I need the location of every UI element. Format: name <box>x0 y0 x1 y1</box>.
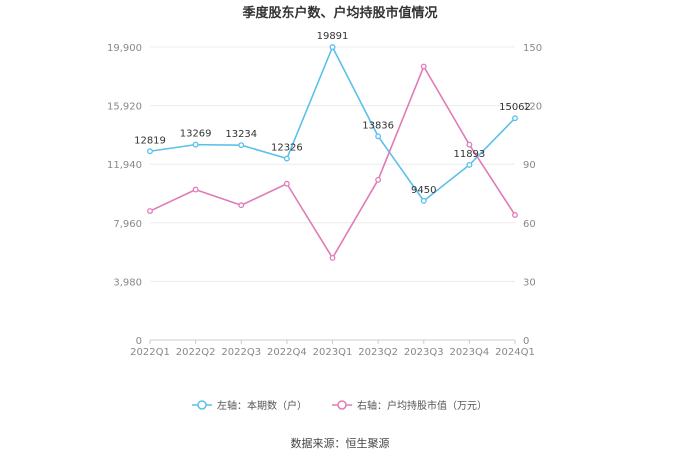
data-label: 9450 <box>411 185 436 196</box>
data-label: 12326 <box>271 143 303 154</box>
data-point <box>283 155 290 162</box>
source-note: 数据来源：恒生聚源 <box>291 436 390 450</box>
data-point <box>420 63 427 70</box>
data-point <box>238 142 245 149</box>
left-tick-label: 19,900 <box>107 43 142 54</box>
right-tick-label: 120 <box>523 102 542 113</box>
x-tick-label: 2023Q4 <box>450 347 490 358</box>
right-tick-label: 30 <box>523 277 536 288</box>
x-tick-label: 2023Q1 <box>313 347 353 358</box>
right-tick-label: 0 <box>523 336 529 347</box>
data-point <box>147 208 153 215</box>
data-point <box>512 212 518 218</box>
data-point <box>192 141 199 148</box>
data-label: 13269 <box>180 129 212 140</box>
x-tick-label: 2022Q4 <box>267 347 307 358</box>
right-tick-label: 90 <box>523 160 536 171</box>
chart-title: 季度股东户数、户均持股市值情况 <box>241 5 437 21</box>
right-tick-label: 60 <box>523 219 536 230</box>
x-tick-label: 2022Q1 <box>130 347 170 358</box>
data-point <box>420 197 427 204</box>
data-point <box>512 115 518 122</box>
data-label: 15062 <box>499 102 531 113</box>
axes: 0 0 3,980 30 7,960 60 11,940 90 15,920 120 19,900 1… <box>107 43 542 358</box>
x-tick-label: 2022Q3 <box>221 347 261 358</box>
data-point <box>375 133 382 140</box>
left-tick-label: 3,980 <box>113 277 142 288</box>
data-point <box>375 176 382 183</box>
data-point <box>238 202 245 209</box>
left-tick-label: 11,940 <box>107 160 142 171</box>
legend-label-1: 左轴：本期数（户） <box>217 399 307 412</box>
legend-marker-1 <box>197 400 207 410</box>
data-label: 13836 <box>362 120 394 131</box>
data-point <box>283 180 290 187</box>
legend-marker-2 <box>337 400 347 410</box>
data-point <box>329 255 336 261</box>
left-tick-label: 0 <box>136 336 142 347</box>
data-label: 11893 <box>453 149 485 160</box>
series <box>147 44 518 261</box>
data-labels: 12819 13269 13234 12326 19891 13836 9450 11893 1… <box>134 31 531 196</box>
legend: 左轴：本期数（户） 右轴：户均持股市值（万元） <box>192 399 487 412</box>
data-point <box>466 141 473 148</box>
x-tick-label: 2023Q3 <box>404 347 444 358</box>
data-point <box>147 148 153 155</box>
right-tick-label: 150 <box>523 43 542 54</box>
series-line-1 <box>149 46 516 202</box>
legend-label-2: 右轴：户均持股市值（万元） <box>357 399 487 412</box>
data-point <box>466 161 473 168</box>
data-label: 19891 <box>317 31 349 42</box>
left-tick-label: 15,920 <box>107 102 142 113</box>
x-tick-label: 2022Q2 <box>176 347 216 358</box>
data-point <box>192 186 199 193</box>
x-tick-label: 2024Q1 <box>495 347 535 358</box>
left-tick-label: 7,960 <box>113 219 142 230</box>
data-point <box>329 44 336 51</box>
data-label: 13234 <box>225 129 257 140</box>
x-tick-label: 2023Q2 <box>358 347 398 358</box>
series-line-2 <box>149 65 516 259</box>
data-label: 12819 <box>134 135 166 146</box>
